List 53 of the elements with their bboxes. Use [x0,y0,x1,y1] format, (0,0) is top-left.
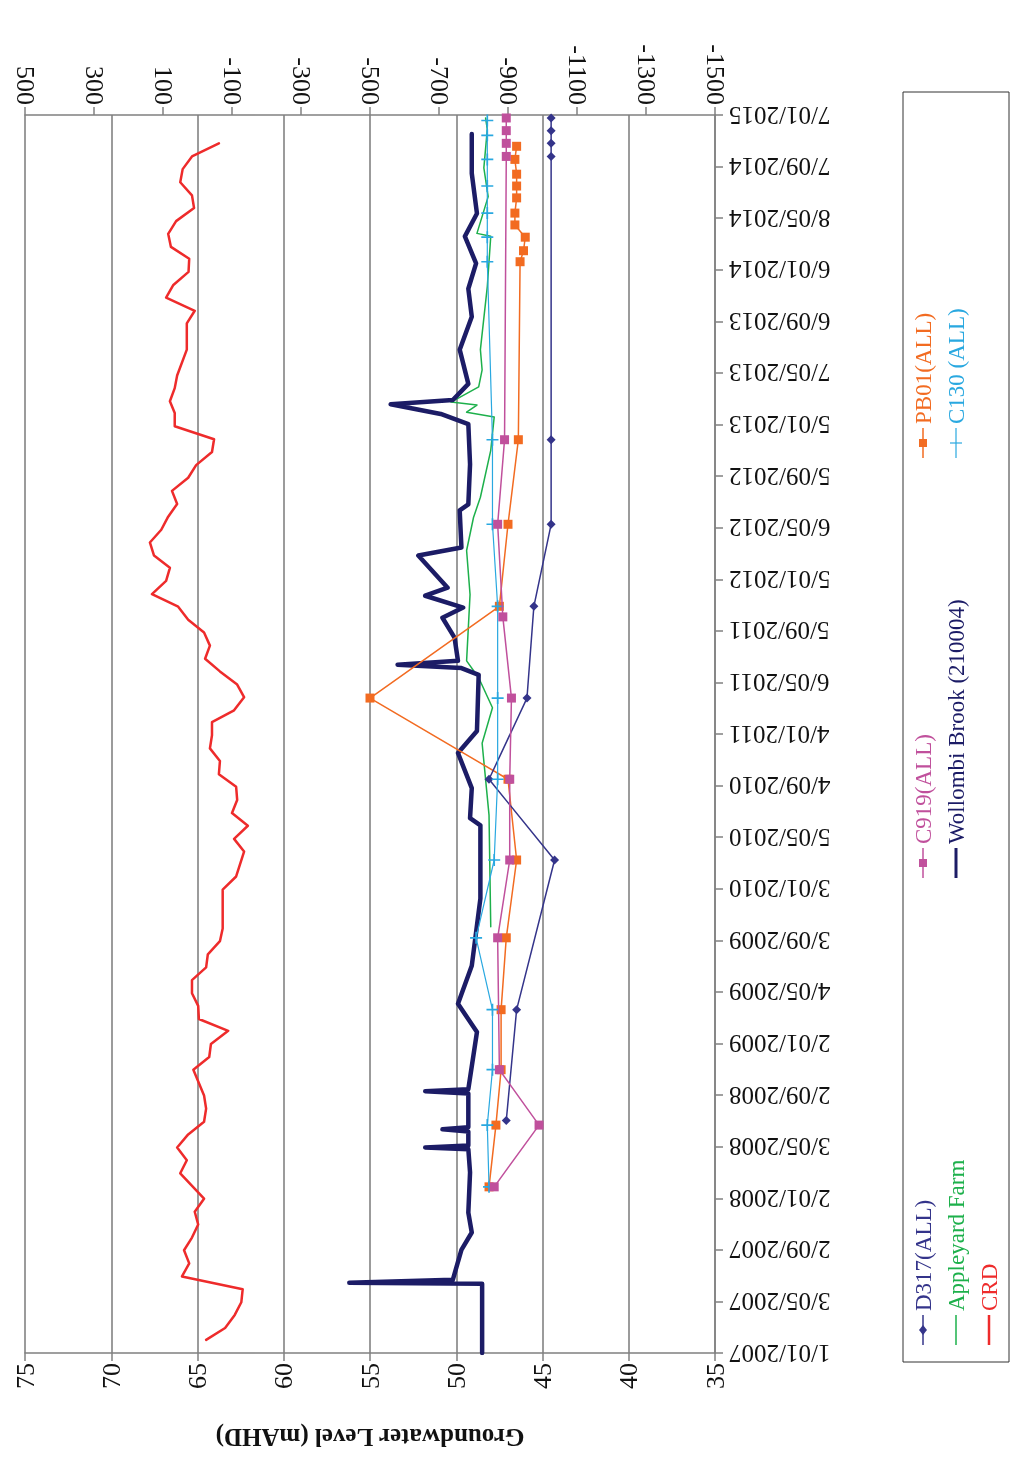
text: D317(ALL) [910,1199,936,1311]
y-tick-label: 3/05/2007 [729,1287,831,1315]
x2-tick-label: -300 [286,57,316,105]
y-tick-label: 1/01/2007 [729,1339,831,1367]
text: C130 (ALL) [943,308,969,424]
y-tick-label: 5/09/2011 [729,617,830,645]
y-tick-label: 7/01/2015 [729,101,831,129]
x2-tick-label: 500 [10,66,40,105]
y-tick-label: 5/09/2012 [729,462,831,490]
y-tick-label: 7/09/2014 [728,153,831,181]
y-tick-label: 4/05/2009 [729,978,831,1006]
x-tick-label: 45 [528,1363,557,1389]
text: PB01(ALL) [910,312,936,424]
x-tick-label: 70 [96,1363,126,1389]
x2-tick-label: -1100 [562,45,592,105]
y-tick-label: 2/01/2009 [729,1030,831,1057]
y-tick-label: 6/09/2013 [729,307,831,335]
y-tick-label: 3/05/2008 [729,1133,831,1161]
text: CRD [976,1263,1002,1311]
x-tick-label: 50 [441,1363,471,1389]
y-tick-label: 6/05/2012 [729,514,831,542]
text: Appleyard Farm [943,1159,969,1311]
y-tick-label: 7/05/2013 [729,359,831,387]
y-tick-label: 5/05/2010 [729,823,831,851]
x2-tick-label: -900 [493,57,523,105]
text: C919(ALL) [910,734,936,844]
y-tick-label: 6/05/2011 [729,668,830,696]
y-tick-label: 3/09/2009 [729,926,831,954]
x-axis-title: Groundwater Level (mAHD) [215,1423,525,1451]
y-tick-label: 8/05/2014 [728,204,831,232]
y-tick-label: 2/01/2008 [729,1184,831,1212]
y-tick-label: 3/01/2010 [729,875,831,903]
x2-tick-label: -1500 [700,44,730,105]
y-tick-label: 4/01/2011 [729,720,830,748]
x-tick-label: 65 [183,1363,212,1389]
x-tick-label: 60 [269,1363,299,1389]
x-tick-label: 75 [10,1363,40,1389]
y-tick-label: 4/09/2010 [729,772,831,800]
y-tick-label: 6/01/2014 [728,256,831,284]
y-tick-label: 5/01/2013 [729,411,831,438]
y-tick-label: 5/01/2012 [729,565,831,593]
x2-tick-label: 100 [148,66,178,105]
x-tick-label: 35 [700,1363,730,1389]
x-tick-label: 55 [355,1363,385,1389]
y-tick-label: 2/09/2008 [729,1081,831,1109]
x2-tick-label: 300 [79,66,109,105]
y-tick-label: 2/09/2007 [729,1236,831,1264]
x2-tick-label: -100 [217,57,247,105]
x2-tick-label: -500 [355,57,385,105]
text: Wollombi Brook (210004) [943,599,969,844]
x2-tick-label: -700 [424,57,454,105]
x2-tick-label: -1300 [631,44,661,105]
x-tick-label: 40 [614,1363,644,1389]
